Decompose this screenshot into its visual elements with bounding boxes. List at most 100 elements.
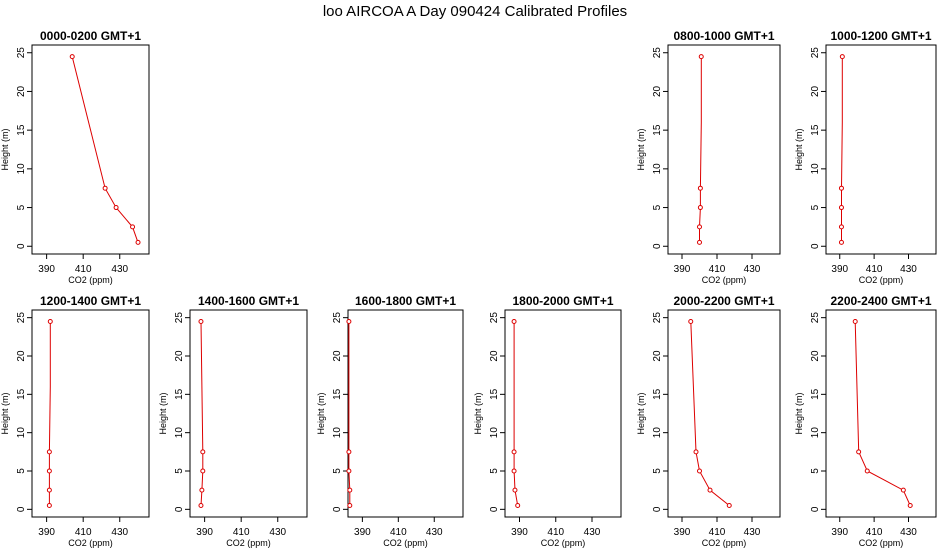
y-tick-label: 10 [489, 427, 500, 439]
y-tick-label: 0 [810, 506, 821, 512]
y-tick-label: 5 [489, 468, 500, 474]
x-tick-label: 410 [233, 527, 250, 538]
data-point [838, 205, 844, 211]
profile-line [348, 321, 351, 506]
x-tick-label: 410 [709, 264, 726, 275]
data-point [511, 468, 517, 474]
x-tick-label: 410 [866, 527, 883, 538]
x-tick-label: 430 [111, 527, 128, 538]
y-tick-label: 25 [16, 47, 27, 59]
x-tick-label: 390 [674, 527, 691, 538]
y-tick-label: 25 [652, 312, 663, 324]
y-tick-label: 25 [810, 312, 821, 324]
panel-title: 1800-2000 GMT+1 [512, 294, 613, 308]
x-tick-label: 410 [866, 264, 883, 275]
y-tick-label: 20 [332, 350, 343, 362]
y-tick-label: 10 [174, 427, 185, 439]
profile-line [690, 321, 730, 506]
y-tick-label: 20 [174, 350, 185, 362]
y-axis-label: Height (m) [794, 392, 804, 434]
data-point [346, 319, 352, 324]
data-point [346, 468, 352, 474]
y-tick-label: 20 [810, 85, 821, 97]
profile-line [48, 321, 51, 506]
data-point [839, 54, 845, 60]
x-tick-label: 430 [744, 264, 761, 275]
y-axis-label: Height (m) [0, 128, 10, 170]
x-tick-label: 390 [38, 527, 55, 538]
y-tick-label: 20 [652, 85, 663, 97]
plot-frame [189, 309, 308, 518]
y-axis-label: Height (m) [794, 128, 804, 170]
y-tick-label: 5 [16, 468, 27, 474]
x-axis-label: CO2 (ppm) [383, 538, 428, 548]
x-axis-label: CO2 (ppm) [226, 538, 271, 548]
data-point [907, 503, 913, 508]
y-tick-label: 0 [489, 506, 500, 512]
data-point [698, 54, 704, 60]
data-point [697, 468, 702, 474]
x-tick-label: 430 [900, 264, 917, 275]
y-axis-label: Height (m) [0, 392, 10, 434]
x-axis-label: CO2 (ppm) [68, 538, 113, 548]
y-tick-label: 25 [489, 312, 500, 324]
profile-line [841, 56, 843, 243]
data-point [697, 185, 703, 191]
profile-line [200, 321, 204, 506]
data-point [697, 239, 702, 245]
data-point [697, 224, 702, 230]
data-point [135, 239, 141, 245]
x-tick-label: 410 [75, 527, 92, 538]
x-axis-label: CO2 (ppm) [702, 275, 747, 285]
y-tick-label: 10 [16, 427, 27, 439]
y-axis-label: Height (m) [316, 392, 326, 434]
x-tick-label: 430 [744, 527, 761, 538]
y-tick-label: 25 [174, 312, 185, 324]
profile-line [71, 56, 139, 243]
x-axis-label: CO2 (ppm) [68, 275, 113, 285]
data-point [198, 503, 204, 508]
plot-frame [31, 44, 150, 255]
x-tick-label: 390 [38, 264, 55, 275]
y-tick-label: 5 [652, 468, 663, 474]
y-tick-label: 20 [810, 350, 821, 362]
y-tick-label: 15 [652, 388, 663, 400]
data-point [199, 487, 205, 493]
data-point [707, 487, 713, 493]
data-point [47, 319, 53, 324]
y-axis-label: Height (m) [636, 128, 646, 170]
y-axis-label: Height (m) [636, 392, 646, 434]
y-tick-label: 5 [652, 204, 663, 210]
panel-title: 1000-1200 GMT+1 [830, 29, 931, 43]
x-tick-label: 390 [674, 264, 691, 275]
figure-title: loo AIRCOA A Day 090424 Calibrated Profi… [323, 3, 627, 20]
y-tick-label: 15 [810, 124, 821, 136]
y-tick-label: 0 [174, 506, 185, 512]
y-tick-label: 0 [16, 506, 27, 512]
x-tick-label: 390 [354, 527, 371, 538]
y-tick-label: 5 [332, 468, 343, 474]
y-tick-label: 10 [332, 427, 343, 439]
data-point [347, 487, 353, 493]
x-tick-label: 390 [831, 527, 848, 538]
plot-frame [667, 309, 781, 518]
y-tick-label: 10 [652, 427, 663, 439]
x-tick-label: 410 [75, 264, 92, 275]
x-tick-label: 430 [426, 527, 443, 538]
y-axis-label: Height (m) [158, 392, 168, 434]
data-point [726, 503, 732, 508]
plot-frame [347, 309, 464, 518]
y-tick-label: 15 [652, 124, 663, 136]
data-point [852, 319, 858, 324]
x-tick-label: 430 [111, 264, 128, 275]
panel-title: 0800-1000 GMT+1 [673, 29, 774, 43]
profile-line [854, 321, 911, 506]
y-tick-label: 0 [16, 243, 27, 249]
data-point [688, 319, 694, 324]
